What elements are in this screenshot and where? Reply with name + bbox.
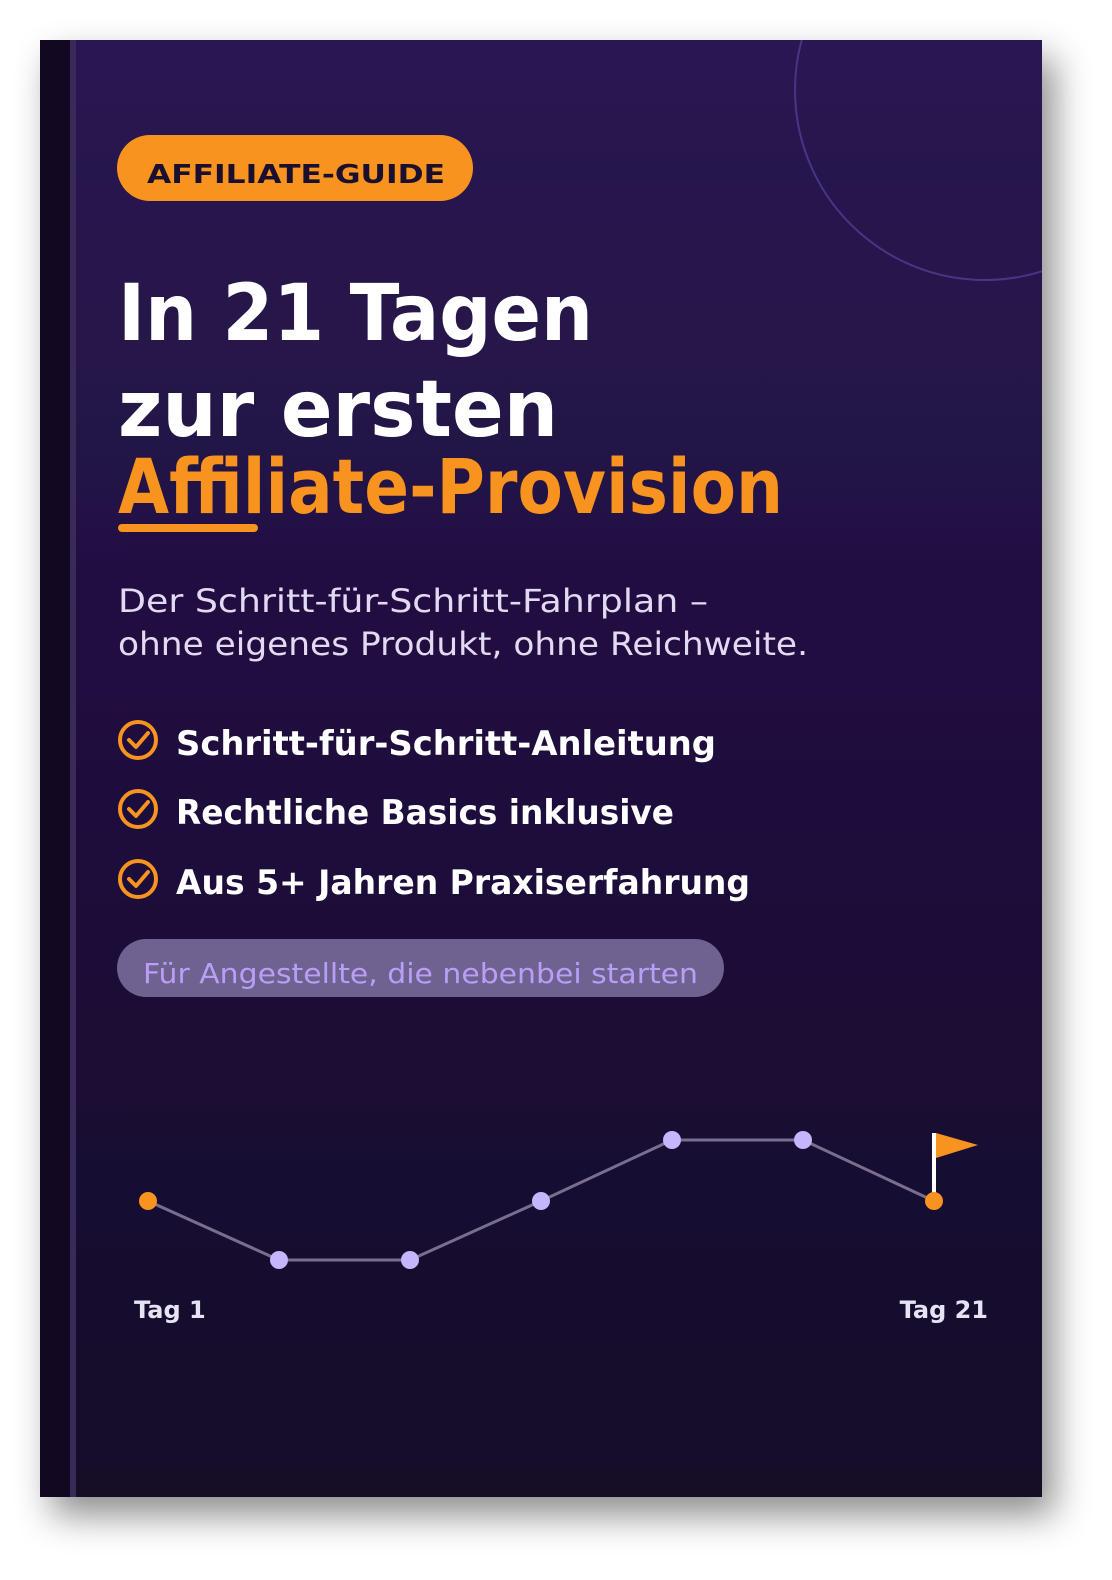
flag [936, 1133, 978, 1158]
spine [40, 40, 70, 1497]
timeline-dot [663, 1131, 681, 1149]
timeline-dot [139, 1192, 157, 1210]
timeline-dot [532, 1192, 550, 1210]
feature-list: Schritt-für-Schritt-Anleitung Rechtliche… [118, 720, 750, 903]
timeline-dot [401, 1251, 419, 1269]
subtitle-line: Der Schritt-für-Schritt-Fahrplan – [118, 582, 708, 620]
title-line: zur ersten [118, 365, 558, 455]
deco-circle [794, 40, 1042, 281]
cover [40, 40, 1042, 1497]
timeline: Tag 1 Tag 21 [134, 1131, 988, 1324]
timeline-end: Tag 21 [900, 1296, 988, 1324]
check-mark [127, 800, 150, 818]
audience-text: Für Angestellte, die nebenbei starten [143, 957, 698, 990]
audience-pill [117, 939, 724, 997]
subtitle-line: ohne eigenes Produkt, ohne Reichweite. [118, 625, 808, 663]
check-icon [118, 789, 158, 829]
title-line: In 21 Tagen [118, 269, 593, 359]
feature-text: Rechtliche Basics inklusive [176, 793, 674, 833]
feature-text: Aus 5+ Jahren Praxiserfahrung [176, 863, 750, 903]
badge [117, 135, 473, 201]
check-mark [127, 870, 150, 888]
timeline-start: Tag 1 [134, 1296, 206, 1324]
timeline-dot [270, 1251, 288, 1269]
check-icon [118, 859, 158, 899]
timeline-dot [925, 1192, 943, 1210]
feature-text: Schritt-für-Schritt-Anleitung [176, 724, 716, 764]
title-highlight: Affiliate-Provision [118, 442, 783, 531]
check-mark [127, 731, 150, 749]
badge-text: AFFILIATE-GUIDE [147, 160, 445, 190]
timeline-dot [794, 1131, 812, 1149]
check-icon [118, 720, 158, 760]
spine-edge [70, 40, 76, 1497]
